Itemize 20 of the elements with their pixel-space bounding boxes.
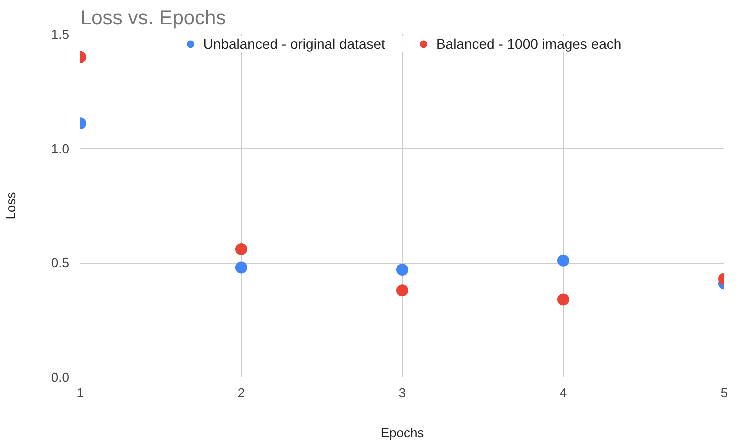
y-tick-label: 1.5 [51,27,70,42]
y-tick-label: 1.0 [51,141,70,156]
x-tick-label: 3 [398,386,406,400]
point [236,262,248,274]
legend-label: Balanced - 1000 images each [436,36,622,52]
y-axis-title: Loss [3,192,18,220]
point [558,294,570,306]
chart-title: Loss vs. Epochs [80,8,226,30]
x-axis-title: Epochs [380,426,425,440]
point [558,254,570,267]
x-tick-label: 4 [560,386,568,400]
y-tick-label: 0.5 [51,256,70,271]
x-tick-label: 5 [720,386,728,400]
x-tick-label: 2 [238,386,246,400]
point [396,264,408,276]
legend-label: Unbalanced - original dataset [203,36,386,52]
x-tick-label: 1 [76,386,84,400]
point [396,284,408,297]
y-tick-label: 0.0 [51,370,70,385]
point [236,243,248,256]
